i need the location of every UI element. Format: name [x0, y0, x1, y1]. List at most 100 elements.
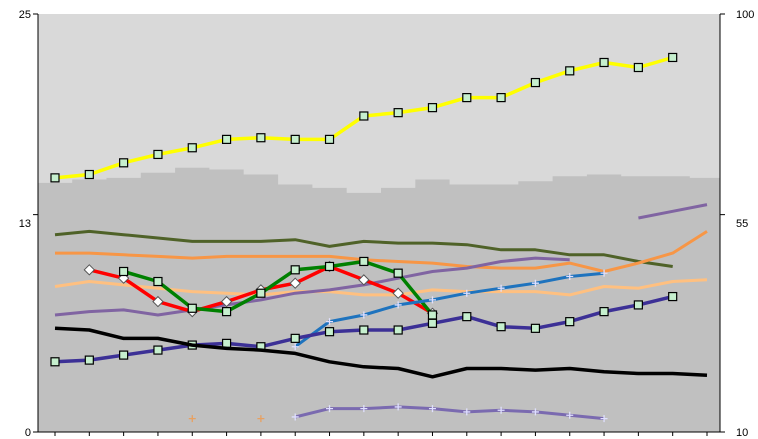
series-0-point-2005 [359, 111, 369, 121]
right-tick-label-10: 10 [736, 427, 748, 439]
series-0-point-1999 [153, 149, 163, 160]
series-7-point-2004 [324, 261, 335, 272]
series-8-point-2004 [326, 318, 334, 326]
series-6-point-1999 [152, 295, 164, 308]
series-6-point-1997 [83, 264, 96, 276]
series-9-point-2006 [393, 325, 403, 335]
series-6-point-2006 [392, 287, 404, 299]
series-1-line [54, 229, 673, 268]
series-12 [188, 415, 265, 423]
series-8-point-2011 [566, 273, 574, 281]
series-6-point-2003 [289, 277, 301, 289]
series-7-point-2002 [256, 288, 266, 298]
series-8-point-2008 [463, 289, 471, 297]
series-6-point-2001 [220, 295, 233, 308]
series-5 [638, 203, 708, 220]
series-0-point-2014 [668, 52, 678, 63]
series-1 [54, 229, 673, 268]
series-0-point-2011 [565, 66, 575, 76]
series-8-point-2010 [531, 279, 539, 287]
series-0-point-2002 [256, 133, 266, 143]
series-0-point-2012 [599, 57, 609, 68]
left-tick-label-25: 25 [19, 9, 31, 21]
series-9-point-2008 [462, 312, 472, 322]
series-3 [54, 278, 708, 297]
series-9-point-2007 [427, 318, 438, 328]
series-8-line [294, 271, 605, 348]
series-3-line [54, 278, 708, 297]
series-8-point-2006 [394, 301, 402, 309]
series-0 [50, 52, 678, 183]
series-0-point-2009 [496, 92, 506, 103]
series-8-point-2012 [600, 269, 608, 277]
series-2-line [55, 230, 708, 273]
right-tick-label-100: 100 [736, 9, 754, 21]
series-7 [119, 256, 438, 320]
series-12-point-2000 [188, 415, 196, 423]
series-9-point-2009 [496, 322, 506, 332]
series-0-point-1997 [84, 169, 94, 180]
series-7-point-2000 [187, 303, 197, 313]
series-0-point-2013 [633, 62, 643, 73]
series-9-point-1999 [153, 345, 163, 355]
series-10 [54, 326, 708, 379]
series-12-point-2002 [257, 415, 265, 423]
series-10-line [54, 326, 708, 379]
series-9-point-2011 [565, 317, 575, 327]
series-7-point-2006 [393, 268, 403, 278]
series-7-line [123, 259, 434, 317]
series-0-point-2010 [530, 77, 541, 88]
series-11-point-2011 [566, 411, 574, 419]
series-5-line [638, 203, 708, 220]
series-11-point-2008 [463, 408, 471, 416]
series-2 [55, 230, 708, 273]
series-0-point-1996 [50, 173, 60, 183]
series-7-point-1999 [153, 276, 163, 287]
series-0-point-2006 [393, 108, 403, 118]
background-area-layer [38, 14, 720, 433]
series-8-point-2005 [360, 311, 368, 319]
series-9-point-2004 [324, 327, 335, 337]
series-0-point-2003 [290, 134, 300, 144]
series-11-point-2012 [600, 415, 608, 423]
series-9-point-1996 [50, 357, 60, 367]
series-9-point-2014 [668, 291, 678, 302]
series-0-point-1998 [119, 158, 129, 168]
series-11-point-2005 [360, 405, 368, 413]
series-9-point-2013 [633, 300, 643, 310]
series-11-point-2003 [291, 413, 299, 421]
series-9-point-1997 [84, 355, 94, 365]
series-11-point-2004 [326, 405, 334, 413]
series-9-point-1998 [119, 350, 129, 360]
left-tick-label-13: 13 [19, 218, 31, 230]
series-11-point-2007 [428, 405, 436, 413]
background-area [38, 167, 720, 433]
series-11-point-2010 [531, 408, 539, 416]
series-0-point-2001 [221, 134, 232, 144]
series-9-point-2010 [530, 323, 541, 333]
series-6-point-2005 [358, 274, 370, 286]
series-7-point-2001 [221, 307, 232, 317]
series-7-point-2005 [359, 256, 369, 267]
series-9-point-2003 [290, 333, 300, 343]
series-7-point-1998 [119, 266, 129, 277]
series-9-point-2005 [359, 325, 369, 335]
series-8-point-2009 [497, 284, 505, 292]
right-tick-label-55: 55 [736, 218, 748, 230]
series-8-point-2007 [428, 296, 436, 304]
series-9-point-2001 [221, 338, 232, 348]
series-7-point-2003 [290, 265, 300, 275]
axis-layer [37, 14, 721, 433]
series-7-point-2007 [427, 310, 438, 320]
series-4 [54, 256, 570, 317]
series-0-point-2007 [427, 103, 438, 113]
series-9-point-2012 [599, 307, 609, 317]
series-0-point-2008 [462, 92, 472, 103]
series-11 [291, 403, 608, 423]
series-layer [50, 52, 708, 423]
series-11-point-2006 [394, 403, 402, 411]
left-tick-label-0: 0 [25, 427, 31, 439]
series-11-point-2009 [497, 406, 505, 414]
series-8-point-2003 [291, 343, 299, 351]
